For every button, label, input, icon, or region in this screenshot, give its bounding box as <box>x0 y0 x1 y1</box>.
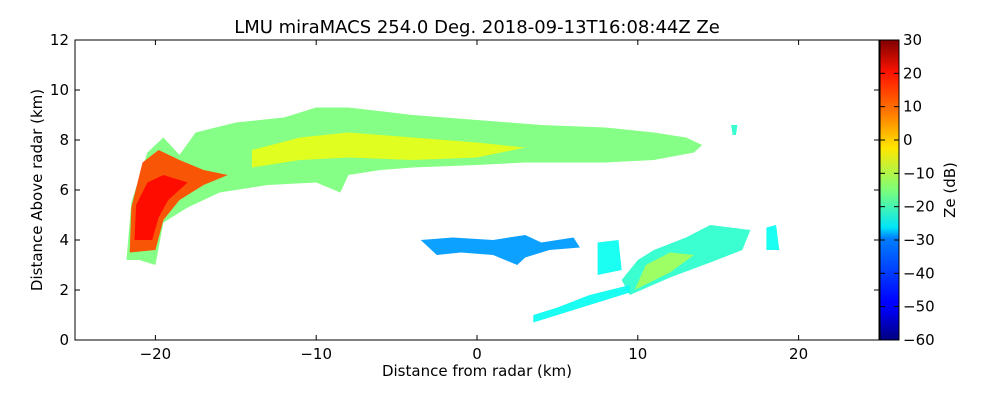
chart-title: LMU miraMACS 254.0 Deg. 2018-09-13T16:08… <box>234 17 720 38</box>
x-tick-label: 0 <box>472 345 482 363</box>
x-tick-label: −20 <box>140 345 172 363</box>
y-axis: 0 2 4 6 8 10 12 <box>50 31 879 349</box>
x-axis: −20 −10 0 10 20 <box>140 40 808 363</box>
y-tick-label: 12 <box>50 31 69 49</box>
echo-regions <box>126 107 780 323</box>
echo-region-strong-echo-core <box>134 175 188 240</box>
echo-region-scattered-echo <box>597 240 622 275</box>
colorbar-tick-label: −20 <box>903 198 935 216</box>
echo-region-isolated-echo-right <box>766 225 780 250</box>
echo-region-lower-slanted-core <box>634 252 695 290</box>
colorbar <box>879 39 900 341</box>
x-tick-label: −10 <box>300 345 332 363</box>
y-tick-label: 6 <box>59 181 69 199</box>
colorbar-ticks: 30 20 10 0 −10 −20 −30 −40 −50 −60 <box>880 31 935 349</box>
y-tick-label: 8 <box>59 131 69 149</box>
x-tick-label: 10 <box>628 345 647 363</box>
y-tick-label: 10 <box>50 81 69 99</box>
colorbar-tick-label: 0 <box>903 131 913 149</box>
echo-region-low-band <box>533 285 630 323</box>
colorbar-tick-label: 20 <box>903 64 922 82</box>
colorbar-tick-label: −50 <box>903 298 935 316</box>
colorbar-tick-label: −60 <box>903 331 935 349</box>
colorbar-tick-label: −40 <box>903 264 935 282</box>
colorbar-label: Ze (dB) <box>941 162 959 218</box>
y-tick-label: 0 <box>59 331 69 349</box>
echo-region-mid-blue-layer <box>420 235 580 265</box>
x-tick-label: 20 <box>789 345 808 363</box>
x-axis-label: Distance from radar (km) <box>382 362 572 380</box>
y-axis-label: Distance Above radar (km) <box>28 89 46 291</box>
colorbar-tick-label: −10 <box>903 164 935 182</box>
y-tick-label: 4 <box>59 231 69 249</box>
colorbar-tick-label: 10 <box>903 98 922 116</box>
echo-region-upper-cloud-core <box>251 132 526 168</box>
colorbar-tick-label: −30 <box>903 231 935 249</box>
colorbar-tick-label: 30 <box>903 31 922 49</box>
y-tick-label: 2 <box>59 281 69 299</box>
echo-region-isolated-echo-top <box>731 125 738 135</box>
